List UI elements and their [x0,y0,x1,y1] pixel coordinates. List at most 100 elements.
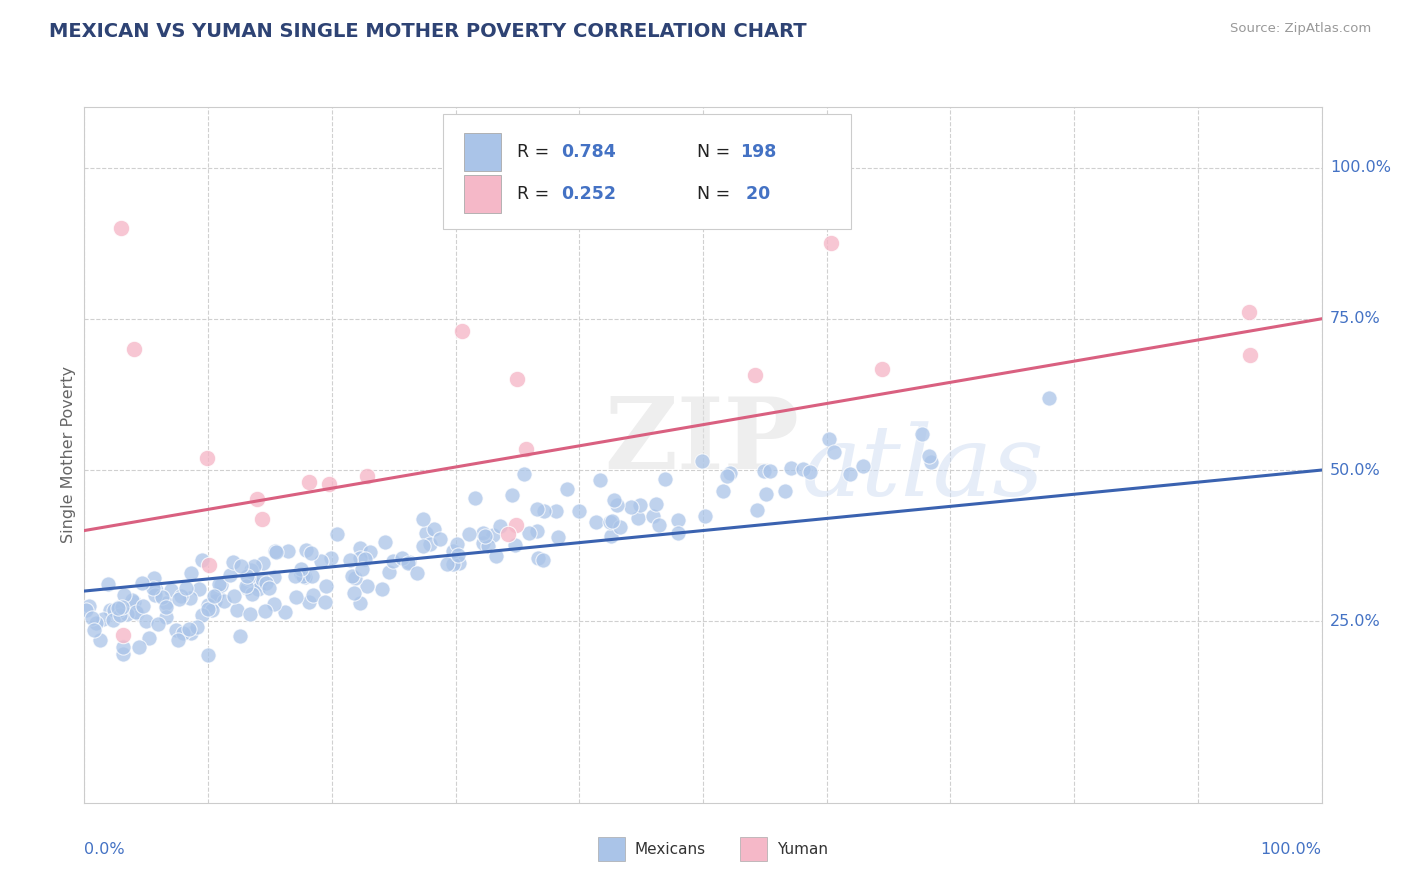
Point [229,629,252,643]
Point [505,518,527,533]
Point [513,467,536,482]
Point [1038,391,1060,405]
Point [343,571,366,585]
Point [284,569,307,583]
Point [246,582,269,597]
Point [246,491,269,506]
Point [544,504,567,518]
Point [374,534,396,549]
Point [214,594,236,608]
Point [301,569,323,583]
Text: 25.0%: 25.0% [1330,614,1381,629]
Point [290,562,312,576]
Point [690,454,713,468]
Point [295,542,318,557]
Point [398,555,420,569]
Point [695,508,717,523]
Point [284,590,307,604]
Point [443,543,465,558]
Point [98,603,121,617]
Point [447,548,470,562]
Text: 50.0%: 50.0% [1330,463,1381,477]
Text: R =: R = [517,185,555,203]
Point [155,609,177,624]
Point [75,603,97,617]
Point [555,482,578,496]
Point [97,577,120,591]
Point [311,554,333,568]
FancyBboxPatch shape [464,133,502,171]
Point [371,582,394,596]
Point [103,613,125,627]
Point [482,528,505,542]
Point [112,628,135,642]
Point [602,493,624,508]
Point [711,483,734,498]
Point [165,623,187,637]
Point [143,588,166,602]
Point [1239,348,1261,362]
Point [202,589,225,603]
Point [780,461,803,475]
Point [167,592,190,607]
Text: ZIP: ZIP [605,392,799,490]
Point [180,566,202,580]
Point [207,587,229,601]
Point [254,576,277,591]
Point [666,513,689,527]
Point [107,601,129,615]
Point [823,444,845,458]
Point [318,476,340,491]
Point [496,526,519,541]
Point [145,582,167,597]
Point [343,585,366,599]
Text: 75.0%: 75.0% [1330,311,1381,326]
Point [754,487,776,501]
Point [600,514,623,528]
Point [754,464,776,478]
Point [180,626,202,640]
Point [108,607,131,622]
Point [412,540,434,554]
Point [353,552,375,566]
Text: atlas: atlas [801,421,1045,516]
Point [77,599,100,614]
Point [359,545,381,559]
Point [447,556,470,570]
Point [111,599,134,614]
Point [197,558,219,573]
Text: 0.784: 0.784 [561,144,616,161]
Point [419,537,441,551]
Point [252,512,274,526]
Point [852,458,875,473]
Point [406,566,429,581]
Point [526,524,548,539]
Point [382,554,405,568]
Point [471,536,494,550]
Point [146,617,169,632]
Point [179,622,201,636]
Point [349,596,371,610]
Point [172,626,194,640]
Point [160,582,183,597]
Point [298,475,321,489]
Point [533,503,555,517]
Point [264,543,287,558]
Point [195,450,218,465]
Point [464,491,486,505]
Point [155,596,177,610]
Point [257,581,280,595]
Point [155,599,177,614]
Point [298,595,321,609]
Point [641,508,664,523]
Point [716,468,738,483]
Point [485,549,508,563]
Point [291,569,314,583]
Point [150,590,173,604]
Point [870,362,893,376]
Point [84,615,107,630]
Point [197,599,219,613]
Point [254,603,277,617]
Point [412,511,434,525]
Y-axis label: Single Mother Poverty: Single Mother Poverty [60,367,76,543]
